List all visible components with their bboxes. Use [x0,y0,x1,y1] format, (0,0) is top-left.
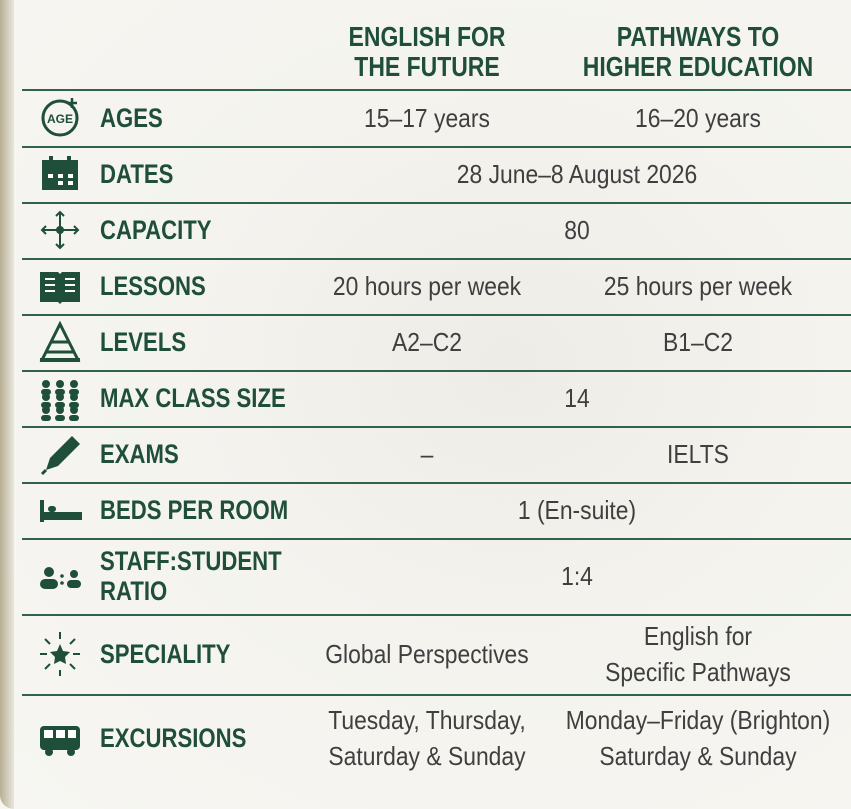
row-label: BEDS PER ROOM [100,495,289,525]
column-header: PATHWAYS TO HIGHER EDUCATION [582,21,814,82]
row-label: SPECIALITY [100,639,231,669]
row-label: EXCURSIONS [100,723,247,753]
cell-value: 16–20 years [635,102,761,133]
row-label: MAX CLASS SIZE [100,383,286,413]
cell-value: 14 [564,383,590,413]
row-icon [40,500,82,522]
row-icon [39,320,81,362]
row-icon [40,210,80,250]
cell-value: IELTS [667,439,729,469]
cell-value: 1 (En-suite) [517,495,637,525]
page-edge [0,0,14,809]
row-divider [22,426,851,428]
row-divider [22,202,851,204]
row-label: DATES [100,159,174,189]
row-icon [42,156,78,190]
cell-value: 20 hours per week [332,271,522,301]
row-divider [22,146,851,148]
row-divider [22,314,851,316]
row-label: EXAMS [100,439,179,469]
cell-value: – [420,439,434,469]
row-label: STAFF:STUDENT RATIO [100,546,282,606]
row-icon [40,567,81,589]
cell-value: B1–C2 [663,327,733,357]
column-header: ENGLISH FOR THE FUTURE [348,21,506,82]
icon-text: AGE [47,112,73,126]
row-icon [40,632,80,676]
row-label: CAPACITY [100,215,212,245]
row-icon [40,272,80,304]
cell-value: 28 June–8 August 2026 [456,159,698,189]
cell-value: 1:4 [561,561,593,591]
row-divider [22,258,851,260]
row-label: AGES [100,102,163,133]
row-divider [22,89,851,91]
row-icon [40,726,80,756]
cell-value: 80 [564,215,590,245]
row-divider [22,370,851,372]
row-divider [22,538,851,540]
row-label: LEVELS [100,327,187,357]
cell-value: 25 hours per week [603,271,793,301]
cell-value: Tuesday, Thursday, Saturday & Sunday [328,705,526,771]
row-divider [22,482,851,484]
cell-value: Monday–Friday (Brighton) Saturday & Sund… [565,705,831,771]
cell-value: 15–17 years [364,102,490,133]
row-divider [22,694,851,696]
row-icon [41,380,79,421]
cell-value: A2–C2 [392,327,462,357]
row-icon: AGE [41,97,79,136]
row-label: LESSONS [100,271,206,301]
row-icon [40,436,80,476]
cell-value: Global Perspectives [325,639,529,669]
cell-value: English for Specific Pathways [605,621,791,687]
row-divider [22,614,851,616]
